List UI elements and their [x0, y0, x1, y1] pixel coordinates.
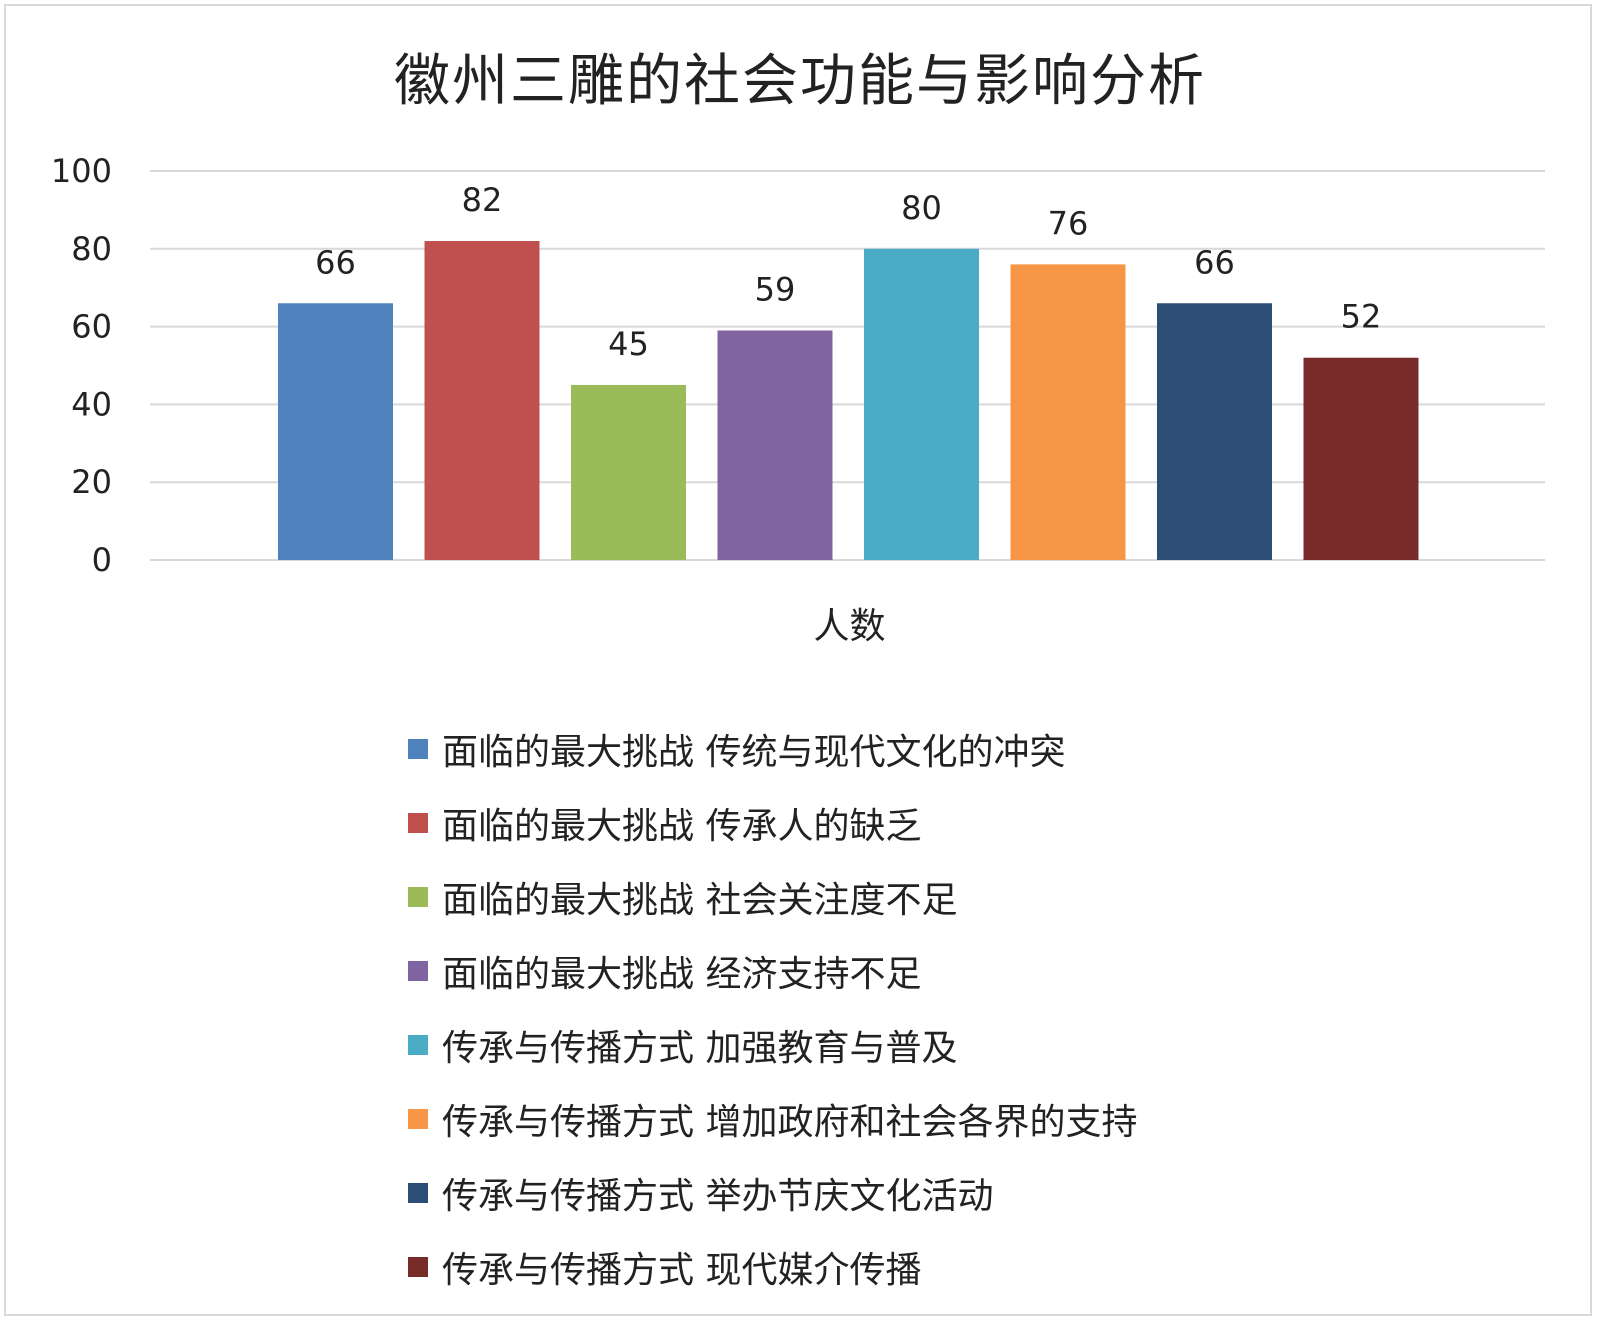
legend-label: 面临的最大挑战 传承人的缺乏	[442, 806, 922, 847]
bar	[424, 241, 540, 560]
y-tick-label: 20	[71, 463, 112, 501]
legend-swatch	[408, 1183, 428, 1203]
data-label: 76	[1048, 204, 1089, 242]
legend-item: 传承与传播方式 加强教育与普及	[408, 1008, 1137, 1082]
bar	[717, 330, 833, 560]
data-label: 66	[315, 243, 356, 281]
y-tick-label: 100	[51, 152, 112, 190]
legend-label: 传承与传播方式 增加政府和社会各界的支持	[442, 1102, 1138, 1143]
chart-legend: 面临的最大挑战 传统与现代文化的冲突 面临的最大挑战 传承人的缺乏 面临的最大挑战 …	[408, 712, 1137, 1304]
legend-item: 面临的最大挑战 传承人的缺乏	[408, 786, 1137, 860]
chart-frame	[4, 4, 1592, 1316]
bar	[278, 303, 393, 560]
y-tick-label: 0	[92, 541, 112, 579]
legend-item: 面临的最大挑战 社会关注度不足	[408, 860, 1137, 934]
legend-swatch	[408, 813, 428, 833]
y-tick-label: 80	[71, 230, 112, 268]
data-label: 82	[462, 181, 503, 219]
data-label: 66	[1194, 243, 1235, 281]
bar	[864, 248, 979, 561]
y-tick-label: 40	[71, 385, 112, 423]
legend-swatch	[408, 1257, 428, 1277]
legend-swatch	[408, 961, 428, 981]
legend-swatch	[408, 1035, 428, 1055]
legend-label: 面临的最大挑战 经济支持不足	[442, 954, 922, 995]
bar	[1010, 264, 1126, 560]
data-label: 45	[608, 325, 649, 363]
legend-label: 面临的最大挑战 传统与现代文化的冲突	[442, 732, 1066, 773]
legend-label: 传承与传播方式 现代媒介传播	[442, 1250, 922, 1291]
legend-label: 面临的最大挑战 社会关注度不足	[442, 880, 958, 921]
legend-swatch	[408, 1109, 428, 1129]
legend-item: 传承与传播方式 现代媒介传播	[408, 1230, 1137, 1304]
legend-swatch	[408, 887, 428, 907]
legend-item: 传承与传播方式 举办节庆文化活动	[408, 1156, 1137, 1230]
data-label: 80	[901, 189, 942, 227]
y-tick-label: 60	[71, 308, 112, 346]
chart-title: 徽州三雕的社会功能与影响分析	[394, 49, 1206, 114]
bar	[1157, 303, 1272, 560]
legend-swatch	[408, 739, 428, 759]
data-label: 52	[1341, 298, 1382, 336]
x-axis-label: 人数	[813, 606, 885, 647]
legend-item: 传承与传播方式 增加政府和社会各界的支持	[408, 1082, 1137, 1156]
data-label: 59	[755, 270, 796, 308]
bar	[1303, 357, 1419, 560]
legend-item: 面临的最大挑战 经济支持不足	[408, 934, 1137, 1008]
legend-item: 面临的最大挑战 传统与现代文化的冲突	[408, 712, 1137, 786]
legend-label: 传承与传播方式 加强教育与普及	[442, 1028, 958, 1069]
legend-label: 传承与传播方式 举办节庆文化活动	[442, 1176, 994, 1217]
bar	[571, 384, 686, 560]
